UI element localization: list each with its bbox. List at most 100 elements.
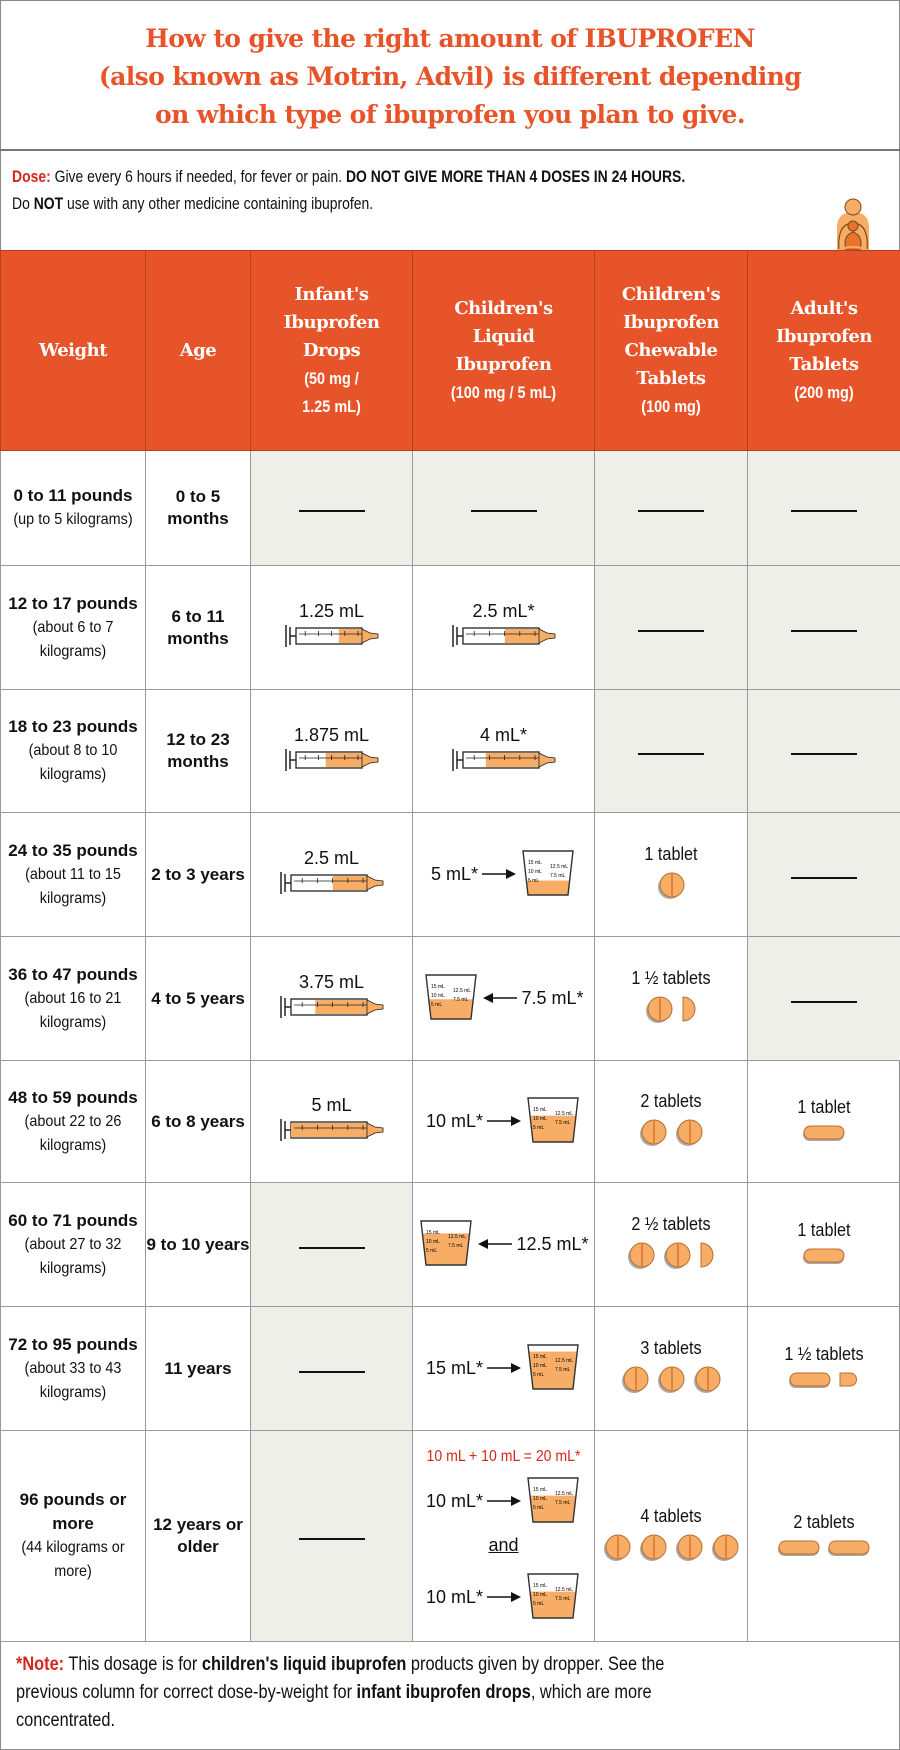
tablets-group bbox=[595, 995, 747, 1030]
dose-label: 1 tablet bbox=[797, 1220, 851, 1240]
svg-text:10 mL: 10 mL bbox=[533, 1363, 547, 1369]
age-cell: 2 to 3 years bbox=[145, 812, 251, 937]
dose-cell-liquid: 2.5 mL* bbox=[412, 565, 595, 690]
dose-cell-liquid: 15 mL 10 mL 5 mL 12.5 mL 7.5 mL 7.5 mL* bbox=[412, 936, 595, 1061]
dose-label: 2 tablets bbox=[793, 1511, 855, 1532]
dose-cell-chewable: 3 tablets bbox=[594, 1306, 748, 1431]
svg-text:12.5 mL: 12.5 mL bbox=[555, 1587, 573, 1593]
svg-text:15 mL: 15 mL bbox=[431, 984, 445, 990]
not-applicable-dash bbox=[298, 1538, 365, 1540]
arrow-right-icon bbox=[482, 864, 517, 885]
round-tablet-icon bbox=[674, 1533, 704, 1568]
table-row: 36 to 47 pounds (about 16 to 21 kilograms… bbox=[0, 936, 900, 1061]
not-applicable-dash bbox=[638, 510, 704, 512]
round-tablet-icon bbox=[626, 1241, 656, 1276]
column-header-title: Children's bbox=[621, 283, 721, 305]
svg-text:5 mL: 5 mL bbox=[431, 1002, 442, 1008]
round-tablet-icon bbox=[602, 1533, 632, 1568]
dose-label: 7.5 mL* bbox=[521, 988, 584, 1008]
svg-text:7.5 mL: 7.5 mL bbox=[555, 1500, 571, 1506]
not-applicable-dash bbox=[791, 510, 857, 512]
dose-cell-chewable: 1 ½ tablets bbox=[594, 936, 748, 1061]
dose-cell-adult: 1 tablet bbox=[747, 1060, 900, 1183]
age-cell: 12 to 23 months bbox=[145, 689, 251, 813]
note-label: *Note: bbox=[16, 1654, 65, 1675]
table-row: 18 to 23 pounds (about 8 to 10 kilograms)… bbox=[0, 689, 900, 813]
dose-label: 1 ½ tablets bbox=[631, 968, 711, 988]
dose-cell-drops: 2.5 mL bbox=[250, 812, 413, 937]
syringe-icon bbox=[279, 993, 385, 1026]
svg-text:7.5 mL: 7.5 mL bbox=[555, 1120, 571, 1126]
table-row: 0 to 11 pounds (up to 5 kilograms) 0 to 5 … bbox=[0, 450, 900, 566]
column-header-title: Liquid bbox=[472, 325, 535, 347]
age-text: 6 to 11 months bbox=[167, 606, 229, 648]
weight-kilograms: (44 kilograms or more) bbox=[21, 1539, 125, 1580]
table-row: 60 to 71 pounds (about 27 to 32 kilograms… bbox=[0, 1182, 900, 1307]
dose-cell-liquid: 5 mL* 15 mL 10 mL 5 mL 12.5 mL 7.5 mL bbox=[412, 812, 595, 937]
weight-kilograms: (about 22 to 26 kilograms) bbox=[24, 1112, 122, 1154]
column-header-title: Weight bbox=[38, 339, 108, 361]
dose-text: use with any other medicine containing i… bbox=[63, 194, 374, 213]
title-line: (also known as Motrin, Advil) is differe… bbox=[98, 62, 802, 91]
age-text: 12 to 23 months bbox=[166, 730, 230, 771]
column-header-subtitle: (100 mg) bbox=[641, 396, 701, 416]
not-applicable-dash bbox=[791, 753, 857, 755]
tablets-group bbox=[595, 1118, 747, 1153]
dose-cell-drops bbox=[250, 450, 413, 566]
weight-pounds: 48 to 59 pounds bbox=[8, 1087, 138, 1107]
svg-text:15 mL: 15 mL bbox=[533, 1107, 547, 1113]
column-header: Weight bbox=[0, 250, 146, 451]
weight-cell: 12 to 17 pounds (about 6 to 7 kilograms) bbox=[0, 565, 146, 690]
and-text: and bbox=[488, 1534, 519, 1555]
dosing-cup-icon: 15 mL 10 mL 5 mL 12.5 mL 7.5 mL bbox=[525, 1094, 581, 1149]
column-header-title: Tablets bbox=[636, 367, 706, 389]
not-applicable-dash bbox=[791, 1000, 857, 1003]
tablets-group bbox=[595, 1365, 747, 1400]
age-cell: 12 years or older bbox=[145, 1430, 251, 1642]
svg-text:5 mL: 5 mL bbox=[533, 1125, 544, 1131]
column-header-title: Drops bbox=[302, 339, 361, 361]
column-header-title: Infant's bbox=[294, 283, 369, 305]
svg-text:10 mL: 10 mL bbox=[533, 1592, 547, 1598]
dose-label: 1.875 mL bbox=[293, 724, 370, 745]
oval-tablet-icon bbox=[777, 1539, 821, 1562]
dose-cell-adult bbox=[747, 936, 900, 1061]
dose-label: 4 tablets bbox=[640, 1505, 702, 1526]
dose-warning: DO NOT GIVE MORE THAN 4 DOSES IN 24 HOUR… bbox=[345, 167, 686, 186]
not-applicable-dash bbox=[470, 510, 537, 512]
column-header-subtitle: 1.25 mL) bbox=[302, 396, 361, 416]
age-text: 11 years bbox=[164, 1358, 232, 1378]
dose-label: Dose: bbox=[12, 167, 51, 186]
age-text: 4 to 5 years bbox=[151, 988, 245, 1008]
svg-text:10 mL: 10 mL bbox=[528, 869, 542, 875]
svg-text:5 mL: 5 mL bbox=[533, 1372, 544, 1378]
dose-cell-adult bbox=[747, 812, 900, 937]
syringe-icon bbox=[451, 622, 557, 655]
weight-cell: 36 to 47 pounds (about 16 to 21 kilograms… bbox=[0, 936, 146, 1061]
dose-label: 10 mL* bbox=[425, 1586, 484, 1607]
table-row: 24 to 35 pounds (about 11 to 15 kilograms… bbox=[0, 812, 900, 937]
title-line: on which type of ibuprofen you plan to g… bbox=[155, 100, 746, 129]
dosage-table: Weight Age Infant's Ibuprofen Drops (50 mg / 1… bbox=[0, 250, 900, 1642]
syringe-icon bbox=[279, 1116, 385, 1149]
table-row: 12 to 17 pounds (about 6 to 7 kilograms) 6… bbox=[0, 565, 900, 690]
not-applicable-dash bbox=[638, 629, 704, 632]
note-text: previous column for correct dose-by-weig… bbox=[16, 1682, 357, 1703]
column-header: Infant's Ibuprofen Drops (50 mg / 1.25 mL) bbox=[250, 250, 413, 451]
dosing-cup-icon: 15 mL 10 mL 5 mL 12.5 mL 7.5 mL bbox=[525, 1341, 581, 1396]
round-tablet-icon bbox=[638, 1118, 668, 1153]
age-cell: 6 to 8 years bbox=[145, 1060, 251, 1183]
dosing-cup-icon: 15 mL 10 mL 5 mL 12.5 mL 7.5 mL bbox=[418, 1217, 474, 1272]
oval-tablet-icon bbox=[802, 1124, 846, 1147]
dose-emphasis: NOT bbox=[33, 194, 64, 213]
svg-text:5 mL: 5 mL bbox=[528, 878, 539, 884]
weight-pounds: 72 to 95 pounds bbox=[8, 1334, 138, 1354]
table-row: 96 pounds or more (44 kilograms or more) 1… bbox=[0, 1430, 900, 1642]
column-header-title: Ibuprofen bbox=[455, 353, 552, 375]
dosing-cup-icon: 15 mL 10 mL 5 mL 12.5 mL 7.5 mL bbox=[423, 971, 479, 1026]
note-text: This dosage is for bbox=[64, 1654, 202, 1675]
column-header-title: Chewable bbox=[624, 339, 718, 361]
column-header-title: Ibuprofen bbox=[283, 311, 380, 333]
dose-cell-liquid: 4 mL* bbox=[412, 689, 595, 813]
dosing-cup-icon: 15 mL 10 mL 5 mL 12.5 mL 7.5 mL bbox=[525, 1474, 581, 1529]
